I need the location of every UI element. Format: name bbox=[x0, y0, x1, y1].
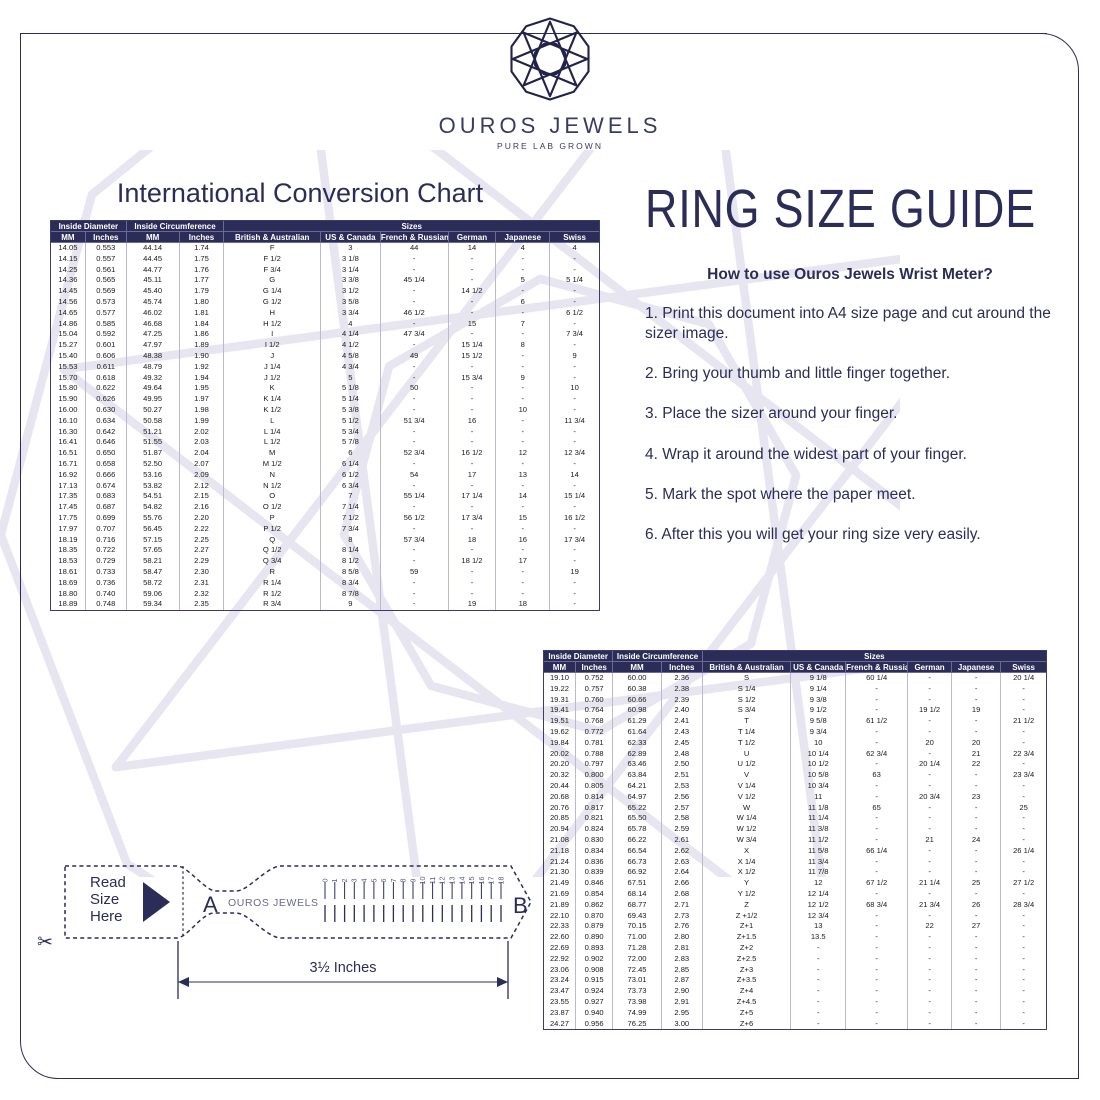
svg-text:3½ Inches: 3½ Inches bbox=[310, 960, 377, 976]
